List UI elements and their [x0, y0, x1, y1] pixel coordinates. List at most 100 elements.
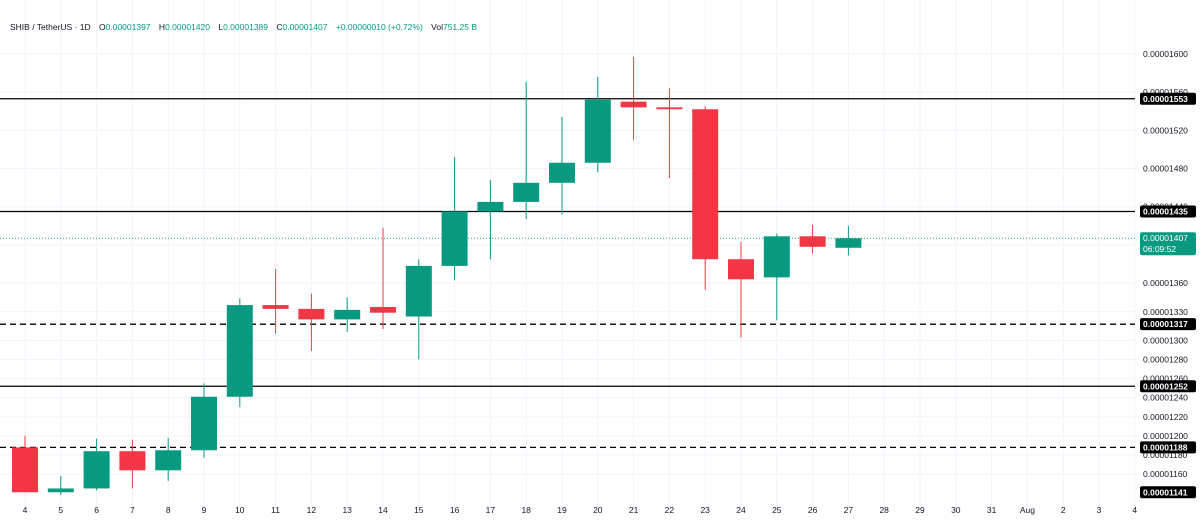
level-price-tag	[1140, 486, 1196, 499]
x-tick-label: 27	[844, 505, 854, 515]
x-tick-label: 20	[593, 505, 603, 515]
candle-body[interactable]	[441, 211, 468, 266]
change-value: +0.00000010 (+0.72%)	[335, 22, 423, 32]
y-tick-label: 0.00001360	[1143, 278, 1188, 288]
candle-countdown-label: 06:09:52	[1143, 244, 1176, 254]
x-tick-label: 24	[736, 505, 746, 515]
high-value: 0.00001420	[165, 22, 210, 32]
level-price-label: 0.00001553	[1143, 94, 1188, 104]
candle-body[interactable]	[728, 259, 754, 280]
x-tick-label: 30	[951, 505, 961, 515]
horizontal-levels	[0, 98, 1135, 449]
x-tick-label: 9	[202, 505, 207, 515]
candle-body[interactable]	[262, 305, 289, 309]
candle-body[interactable]	[477, 201, 504, 212]
y-tick-label: 0.00001520	[1143, 125, 1188, 135]
y-tick-label: 0.00001480	[1143, 163, 1188, 173]
candle-body[interactable]	[155, 450, 182, 471]
x-tick-label: 17	[486, 505, 496, 515]
x-tick-label: 28	[879, 505, 889, 515]
candle-body[interactable]	[620, 101, 647, 108]
volume-label: Vol	[431, 22, 443, 32]
x-tick-label: 12	[307, 505, 317, 515]
x-tick-label: 11	[271, 505, 280, 515]
candle-body[interactable]	[191, 396, 217, 451]
candle-body[interactable]	[799, 236, 826, 247]
y-tick-label: 0.00001180	[1143, 450, 1188, 460]
open-label: O	[99, 22, 106, 32]
level-price-tag	[1140, 380, 1196, 393]
x-tick-label: 25	[772, 505, 782, 515]
x-tick-label: 8	[166, 505, 171, 515]
candle-body[interactable]	[549, 162, 575, 183]
price-axis[interactable]: 0.00001600 0.00001560 0.00001520 0.00001480…	[1140, 49, 1196, 499]
level-price-tag	[1140, 318, 1196, 331]
candle-body[interactable]	[692, 109, 719, 260]
x-tick-label: 21	[629, 505, 639, 515]
y-tick-label: 0.00001260	[1143, 374, 1188, 384]
level-price-label: 0.00001435	[1143, 206, 1188, 216]
x-tick-label: Aug	[1020, 505, 1035, 515]
current-price-label: 0.00001407	[1143, 233, 1188, 243]
x-tick-label: 6	[94, 505, 99, 515]
candle-body[interactable]	[763, 236, 790, 278]
x-tick-label: 15	[414, 505, 424, 515]
x-tick-label: 7	[130, 505, 135, 515]
candle-body[interactable]	[119, 451, 146, 471]
candle-body[interactable]	[12, 447, 38, 493]
x-tick-label: 16	[450, 505, 460, 515]
x-tick-label: 22	[665, 505, 675, 515]
y-tick-label: 0.00001330	[1143, 307, 1188, 317]
x-tick-label: 23	[700, 505, 710, 515]
candle-body[interactable]	[835, 238, 862, 248]
candle-body[interactable]	[226, 305, 253, 397]
candle-body[interactable]	[47, 488, 74, 493]
candle-body[interactable]	[298, 308, 325, 320]
y-tick-label: 0.00001160	[1143, 469, 1188, 479]
high-label: H	[158, 22, 166, 32]
close-label: C	[276, 22, 283, 32]
level-price-tag	[1140, 205, 1196, 218]
level-price-label: 0.00001252	[1143, 381, 1188, 391]
x-tick-label: 31	[987, 505, 997, 515]
x-tick-label: 10	[235, 505, 245, 515]
x-tick-label: 14	[378, 505, 388, 515]
current-price-tag	[1140, 232, 1196, 256]
x-tick-label: 4	[23, 505, 28, 515]
low-label: L	[218, 22, 224, 32]
close-value: 0.00001407	[282, 22, 328, 32]
open-value: 0.00001397	[105, 22, 151, 32]
low-value: 0.00001389	[223, 22, 269, 32]
candle-body[interactable]	[334, 309, 361, 320]
x-tick-label: 4	[1132, 505, 1137, 515]
level-price-label: 0.00001141	[1143, 487, 1188, 497]
y-tick-label: 0.00001240	[1143, 393, 1188, 403]
y-tick-label: 0.00001280	[1143, 355, 1188, 365]
y-tick-label: 0.00001220	[1143, 412, 1188, 422]
level-price-label: 0.00001317	[1143, 319, 1188, 329]
y-tick-label: 0.00001200	[1143, 431, 1188, 441]
candle-body[interactable]	[83, 451, 110, 489]
candle-body[interactable]	[370, 306, 396, 313]
x-tick-label: 19	[557, 505, 567, 515]
level-price-tag	[1140, 92, 1196, 105]
x-tick-label: 13	[342, 505, 352, 515]
x-tick-label: 2	[1061, 505, 1066, 515]
candle-body[interactable]	[513, 182, 540, 202]
time-axis[interactable]: 4 5 6 7 8 9 10 11 12 13 14 15 16 17 18 19 20 21 22 23 24 25 26…	[23, 505, 1138, 515]
symbol-title: SHIB / TetherUS · 1D	[10, 22, 91, 32]
level-price-label: 0.00001188	[1143, 442, 1188, 452]
candle-body[interactable]	[656, 107, 683, 110]
x-tick-label: 26	[808, 505, 818, 515]
candles	[12, 56, 862, 496]
x-tick-label: 3	[1097, 505, 1102, 515]
grid	[0, 0, 1136, 510]
candle-body[interactable]	[405, 265, 432, 317]
volume-value: 751.25 B	[443, 22, 478, 32]
x-tick-label: 29	[915, 505, 925, 515]
candle-body[interactable]	[584, 99, 611, 163]
x-tick-label: 5	[58, 505, 63, 515]
x-tick-label: 18	[521, 505, 531, 515]
y-tick-label: 0.00001600	[1143, 49, 1188, 59]
